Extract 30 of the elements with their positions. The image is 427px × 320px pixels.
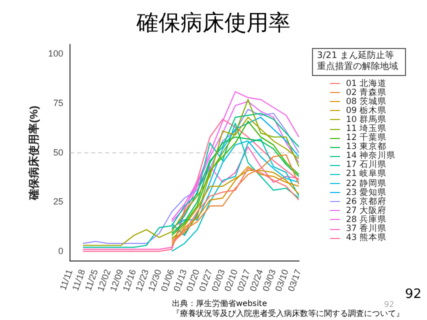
legend-label: 02 青森県: [346, 88, 387, 98]
legend-label: 11 埼玉県: [346, 124, 387, 134]
legend-label: 37 香川県: [346, 224, 387, 234]
legend-label: 10 群馬県: [346, 114, 387, 125]
text: 『療養状況等及び入院患者受入病床数等に関する調査について』: [172, 308, 404, 319]
y-axis-title: 確保病床使用率(%): [28, 105, 41, 201]
legend-label: 28 兵庫県: [346, 214, 387, 225]
legend-label: 23 愛知県: [346, 187, 387, 198]
source-note: 出典：厚生労働省website: [172, 298, 267, 309]
legend-title: 3/21 まん延防止等重点措置の解除地域: [312, 48, 406, 76]
y-tick-label: 50: [53, 147, 64, 158]
text: 92: [405, 287, 422, 302]
legend-label: 22 静岡県: [346, 178, 387, 189]
text: 92: [384, 300, 394, 309]
y-tick-label: 100: [48, 48, 64, 59]
y-tick-label: 0: [58, 246, 64, 256]
legend-label: 26 京都府: [346, 196, 387, 207]
legend-label: 08 茨城県: [346, 96, 387, 107]
legend-label: 14 神奈川県: [346, 150, 396, 162]
legend-label: 43 熊本県: [346, 232, 387, 244]
legend-label: 13 東京都: [346, 141, 387, 152]
legend-label: 17 石川県: [346, 160, 387, 170]
legend-label: 12 千葉県: [346, 132, 387, 144]
legend-label: 27 大阪府: [346, 206, 387, 216]
legend-label: 01 北海道: [346, 78, 387, 89]
chart-title: 確保病床使用率: [136, 10, 292, 38]
legend-label: 21 岐阜県: [346, 168, 387, 180]
y-tick-label: 75: [53, 98, 64, 108]
legend-label: 09 栃木県: [346, 105, 387, 116]
y-tick-label: 25: [53, 196, 64, 207]
